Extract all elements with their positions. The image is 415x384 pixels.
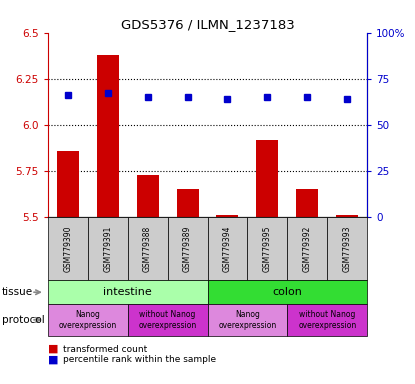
- Text: protocol: protocol: [2, 315, 45, 325]
- Bar: [256, 139, 278, 217]
- Text: colon: colon: [273, 287, 302, 297]
- Text: GSM779390: GSM779390: [63, 225, 72, 272]
- Text: GSM779392: GSM779392: [303, 225, 312, 272]
- Bar: [176, 189, 198, 217]
- Text: GSM779388: GSM779388: [143, 225, 152, 272]
- Text: percentile rank within the sample: percentile rank within the sample: [63, 355, 217, 364]
- Bar: [296, 189, 318, 217]
- Text: intestine: intestine: [103, 287, 152, 297]
- Text: GSM779391: GSM779391: [103, 225, 112, 272]
- Text: GSM779393: GSM779393: [343, 225, 352, 272]
- Text: ■: ■: [48, 354, 58, 364]
- Bar: [97, 55, 119, 217]
- Text: GSM779394: GSM779394: [223, 225, 232, 272]
- Bar: [336, 215, 358, 217]
- Text: Nanog
overexpression: Nanog overexpression: [59, 310, 117, 329]
- Title: GDS5376 / ILMN_1237183: GDS5376 / ILMN_1237183: [121, 18, 294, 31]
- Text: tissue: tissue: [2, 287, 33, 297]
- Bar: [57, 151, 79, 217]
- Text: GSM779389: GSM779389: [183, 225, 192, 272]
- Text: without Nanog
overexpression: without Nanog overexpression: [139, 310, 197, 329]
- Text: Nanog
overexpression: Nanog overexpression: [218, 310, 276, 329]
- Bar: [137, 175, 159, 217]
- Text: GSM779395: GSM779395: [263, 225, 272, 272]
- Bar: [217, 215, 239, 217]
- Text: transformed count: transformed count: [63, 344, 148, 354]
- Text: without Nanog
overexpression: without Nanog overexpression: [298, 310, 356, 329]
- Text: ■: ■: [48, 344, 58, 354]
